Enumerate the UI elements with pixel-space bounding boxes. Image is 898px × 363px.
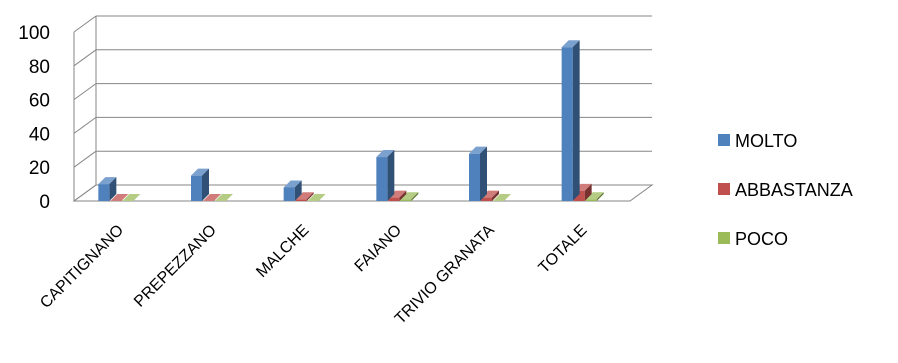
legend-label: POCO (735, 229, 788, 249)
bar-abbastanza-3 (388, 190, 407, 201)
bar-molto-0 (98, 177, 117, 201)
bar-front (98, 184, 110, 201)
bar-front (283, 187, 295, 201)
bar-abbastanza-1 (203, 194, 221, 201)
bar-side (109, 177, 117, 201)
gridlines (73, 15, 652, 202)
bar-front (469, 153, 480, 201)
y-tick-label: 20 (29, 158, 50, 179)
bar-front (400, 199, 412, 201)
x-category-label: CAPITIGNANO (37, 222, 127, 312)
floor (72, 184, 654, 202)
bar-front (481, 197, 492, 201)
bar-top (215, 194, 233, 201)
bar-abbastanza-0 (110, 194, 129, 201)
legend-item-molto: MOLTO (718, 131, 797, 151)
bar-top (203, 194, 221, 201)
x-category-label: PREPEZZANO (131, 222, 220, 311)
bar-molto-2 (283, 180, 302, 201)
bar-front (388, 197, 400, 201)
bar-top (481, 190, 499, 198)
bar-front (376, 157, 388, 201)
bar-molto-4 (469, 146, 487, 201)
x-category-label: TRIVIO GRANATA (392, 222, 498, 328)
y-tick-label: 60 (29, 91, 50, 112)
x-axis-categories: CAPITIGNANO PREPEZZANO MALCHE FAIANOTRIVIO … (37, 222, 590, 328)
bar-molto-1 (191, 168, 209, 201)
bar-front (561, 47, 573, 202)
bar-top (295, 192, 314, 200)
bar-side (399, 190, 407, 201)
bar-molto-3 (376, 150, 395, 201)
bar-poco-4 (493, 194, 511, 201)
bar-poco-0 (122, 194, 141, 201)
gridline-side (73, 83, 97, 101)
y-axis-ticks: 0 20 40 60 80 100 (18, 23, 50, 213)
bar-top (585, 192, 604, 200)
bar-front (295, 199, 307, 201)
legend-item-poco: POCO (718, 229, 788, 249)
gridline-side (73, 150, 97, 168)
bar-front (191, 175, 202, 201)
gridline-side (73, 49, 97, 67)
bar-side (596, 192, 604, 201)
legend-swatch (718, 134, 730, 146)
y-tick-label: 100 (18, 23, 50, 44)
bar-molto-5 (561, 40, 580, 202)
bar-top (493, 194, 511, 201)
bar-front (573, 190, 585, 201)
x-category-label: MALCHE (253, 222, 312, 281)
bar-side (202, 168, 209, 201)
gridline-side (73, 15, 97, 33)
bar-top (561, 40, 580, 48)
legend-swatch (718, 232, 730, 244)
x-category-label: TOTALE (536, 222, 591, 277)
bar-front (585, 199, 597, 201)
bar-top (110, 194, 129, 201)
bar-top (191, 168, 209, 176)
bar-poco-1 (215, 194, 233, 201)
bar-top (400, 192, 419, 200)
bar-side (584, 183, 592, 201)
bar-top (122, 194, 141, 201)
bar-poco-2 (307, 194, 326, 201)
bar-top (307, 194, 326, 201)
bar-side (480, 146, 487, 201)
bar-side (492, 190, 499, 201)
y-tick-label: 40 (29, 124, 50, 145)
bar-side (387, 150, 395, 201)
x-category-label: FAIANO (352, 222, 406, 276)
bar-side (572, 40, 580, 202)
gridline-side (73, 116, 97, 134)
bar-poco-5 (585, 192, 604, 201)
bar-top (376, 150, 395, 158)
bar-side (306, 192, 314, 201)
legend: MOLTO ABBASTANZA POCO (718, 131, 853, 249)
legend-item-abbastanza: ABBASTANZA (718, 180, 853, 200)
bar-top (388, 190, 407, 198)
legend-label: ABBASTANZA (735, 180, 853, 200)
bar-top (469, 146, 487, 154)
y-tick-label: 80 (29, 57, 50, 78)
bar-abbastanza-4 (481, 190, 499, 201)
bar-top (283, 180, 302, 188)
bar-side (411, 192, 419, 201)
legend-label: MOLTO (735, 131, 797, 151)
bar-poco-3 (400, 192, 419, 201)
bars (98, 40, 604, 202)
bar-side (294, 180, 302, 201)
y-tick-label: 0 (39, 192, 50, 213)
bar-abbastanza-2 (295, 192, 314, 201)
bar-top (98, 177, 117, 185)
legend-swatch (718, 183, 730, 195)
axes (72, 16, 654, 202)
